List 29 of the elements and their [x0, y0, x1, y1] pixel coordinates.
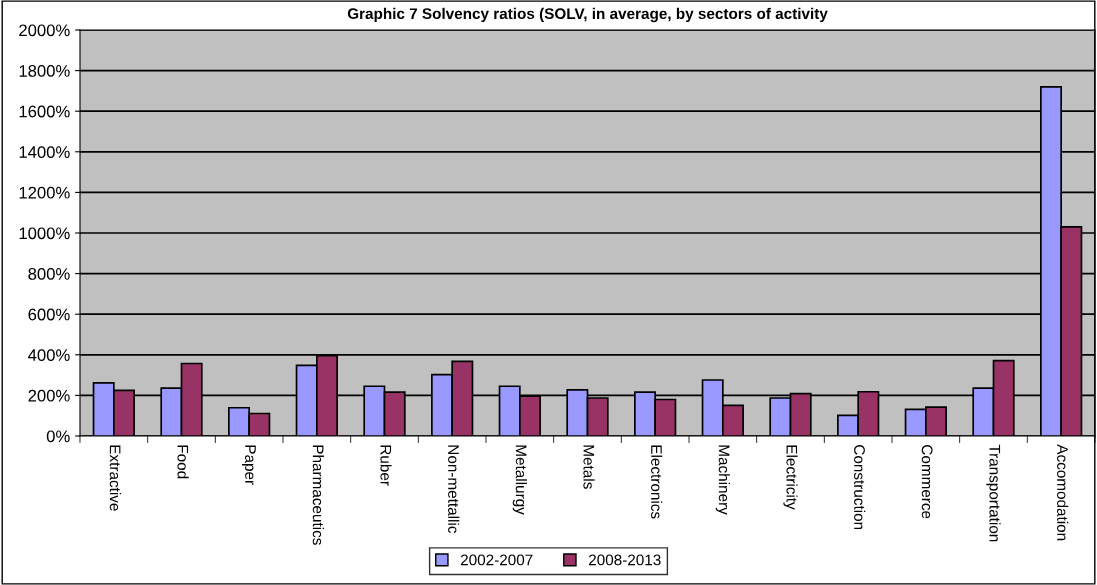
- x-tick-label: Construction: [854, 445, 866, 530]
- chart-title: Graphic 7 Solvency ratios (SOLV, in average, by sectors of activity: [347, 7, 828, 23]
- y-tick-label: 2000%: [19, 24, 70, 37]
- x-tick-label: Non-mettallic: [448, 445, 460, 534]
- x-tick-label: Commerce: [921, 445, 933, 519]
- x-tick-label: Electronics: [651, 445, 663, 519]
- y-tick-label: 200%: [28, 389, 70, 402]
- y-tick-label: 800%: [28, 268, 70, 280]
- x-tick-label: Transportation: [986, 444, 1001, 542]
- y-tick-label: 0%: [46, 430, 70, 443]
- y-tick-label: 400%: [28, 349, 70, 361]
- x-tick-label: Paper: [242, 445, 256, 485]
- y-tick-label: 600%: [28, 308, 70, 321]
- x-tick-label: Accomodation: [1057, 444, 1069, 541]
- x-tick-label: Ruber: [380, 445, 392, 486]
- y-tick-label: 1800%: [19, 65, 70, 77]
- x-tick-label: Extractive: [109, 445, 121, 511]
- y-tick-label: 1600%: [19, 105, 70, 118]
- legend-label: 2002-2007: [460, 554, 533, 566]
- x-tick-label: Electricity: [783, 445, 798, 510]
- y-tick-label: 1200%: [19, 186, 70, 199]
- x-tick-label: Metals: [583, 445, 595, 489]
- x-tick-label: Metallurgy: [512, 445, 527, 515]
- y-tick-label: 1000%: [19, 227, 70, 240]
- x-tick-label: Pharmaceutics: [312, 445, 324, 545]
- x-tick-label: Food: [177, 445, 189, 479]
- legend-label: 2008-2013: [588, 554, 661, 566]
- x-tick-label: Machinery: [715, 445, 730, 515]
- y-tick-label: 1400%: [19, 146, 70, 158]
